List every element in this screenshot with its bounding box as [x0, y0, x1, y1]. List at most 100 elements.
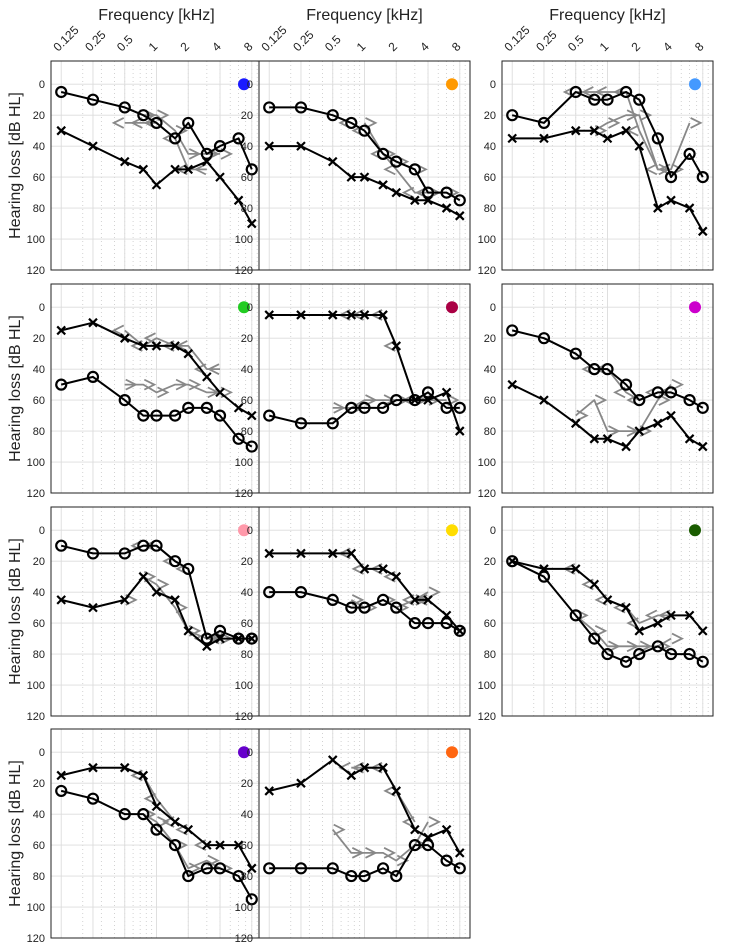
- air-conduction-circle-marker: [294, 862, 308, 875]
- bone-conduction-right-marker: [351, 847, 365, 859]
- x-tick-label: 8: [692, 39, 707, 54]
- bone-conduction-right-marker: [639, 109, 653, 121]
- y-tick-label: 40: [241, 364, 253, 376]
- audiogram-panel: 0 20 40 60 80 100 120: [27, 60, 263, 277]
- panel-color-dot: [446, 524, 458, 537]
- air-conduction-line: [60, 789, 253, 900]
- bone-conduction-right-marker: [428, 816, 442, 828]
- air-conduction-cross-marker: [410, 595, 420, 605]
- bone-conduction-right-marker: [188, 862, 202, 875]
- bone-conduction-right-marker: [157, 578, 170, 591]
- air-conduction-circle-marker: [664, 647, 678, 661]
- air-conduction-cross-marker: [454, 211, 465, 221]
- y-axis-title: Hearing loss [dB HL]: [7, 315, 24, 462]
- y-tick-label: 40: [241, 809, 253, 821]
- bone-conduction-left-marker: [613, 386, 626, 399]
- air-conduction-circle-marker: [294, 417, 308, 430]
- bone-conduction-right-marker: [333, 402, 346, 414]
- air-conduction-cross-marker: [170, 595, 180, 605]
- air-conduction-circle-marker: [200, 632, 213, 645]
- x-tick-label: 4: [660, 39, 675, 54]
- air-conduction-circle-marker: [601, 363, 614, 376]
- x-tick-label: 1: [146, 39, 161, 54]
- air-conduction-circle-marker: [263, 101, 276, 114]
- y-tick-label: 100: [27, 680, 45, 692]
- x-tick-label: 0.25: [533, 27, 560, 54]
- air-conduction-circle-marker: [245, 632, 258, 645]
- air-conduction-circle-marker: [326, 109, 339, 122]
- y-tick-label: 20: [33, 110, 45, 122]
- y-tick-label: 40: [33, 587, 45, 599]
- air-conduction-cross-marker: [264, 310, 275, 320]
- x-tick-label: 1: [597, 39, 612, 54]
- air-conduction-circle-marker: [390, 155, 403, 168]
- air-conduction-circle-marker: [118, 547, 131, 560]
- bone-conduction-right-marker: [365, 394, 378, 406]
- panel-color-dot: [689, 301, 701, 314]
- air-conduction-circle-marker: [408, 163, 421, 176]
- air-conduction-circle-marker: [182, 869, 195, 883]
- air-conduction-cross-marker: [233, 633, 244, 644]
- air-conduction-cross-marker: [391, 341, 402, 351]
- air-conduction-cross-marker: [346, 310, 357, 320]
- air-conduction-cross-marker: [119, 762, 130, 773]
- panel-color-dot: [238, 78, 250, 91]
- x-tick-label: 0.25: [290, 27, 317, 54]
- air-conduction-circle-marker: [86, 370, 100, 383]
- x-tick-label: 0.5: [322, 32, 344, 54]
- air-conduction-cross-marker: [215, 172, 225, 182]
- bone-conduction-line: [124, 383, 220, 394]
- bone-conduction-left-marker: [383, 163, 396, 176]
- air-conduction-cross-marker: [151, 801, 162, 812]
- y-tick-label: 0: [490, 525, 496, 537]
- air-conduction-circle-marker: [651, 640, 664, 653]
- air-conduction-cross-marker: [327, 755, 338, 765]
- air-conduction-cross-marker: [346, 172, 357, 182]
- y-tick-label: 120: [27, 933, 45, 945]
- air-conduction-circle-marker: [232, 132, 245, 145]
- air-conduction-circle-marker: [168, 555, 182, 568]
- air-conduction-circle-marker: [118, 808, 131, 821]
- y-tick-label: 100: [27, 902, 45, 914]
- air-conduction-circle-marker: [696, 655, 709, 668]
- air-conduction-circle-marker: [182, 116, 195, 130]
- air-conduction-cross-marker: [423, 595, 433, 605]
- air-conduction-circle-marker: [55, 85, 68, 99]
- air-conduction-cross-marker: [264, 548, 275, 559]
- x-tick-label: 4: [417, 39, 432, 54]
- bone-conduction-left-marker: [175, 340, 188, 352]
- air-conduction-circle-marker: [421, 617, 435, 630]
- air-conduction-circle-marker: [440, 186, 453, 199]
- air-conduction-cross-marker: [697, 226, 708, 237]
- air-conduction-cross-marker: [653, 618, 663, 628]
- bone-conduction-right-marker: [690, 117, 703, 129]
- y-tick-label: 80: [33, 203, 45, 215]
- air-conduction-circle-marker: [683, 647, 696, 661]
- air-conduction-cross-marker: [88, 317, 98, 328]
- y-tick-label: 20: [241, 110, 253, 122]
- air-conduction-circle-marker: [150, 409, 163, 422]
- audiogram-panel: 0 20 40 60 80 100 120: [27, 728, 263, 945]
- bone-conduction-right-marker: [365, 117, 378, 129]
- y-tick-label: 40: [484, 141, 496, 153]
- y-tick-label: 40: [33, 141, 45, 153]
- y-tick-label: 0: [39, 79, 45, 91]
- y-tick-label: 40: [33, 364, 45, 376]
- y-tick-label: 100: [478, 457, 496, 469]
- air-conduction-cross-marker: [246, 410, 257, 421]
- y-tick-label: 0: [39, 747, 45, 759]
- plot-frame: [501, 283, 714, 494]
- x-axis-title: Frequency [kHz]: [98, 7, 214, 24]
- air-conduction-cross-marker: [183, 824, 194, 835]
- air-conduction-cross-marker: [119, 595, 130, 605]
- y-tick-label: 0: [490, 79, 496, 91]
- plot-frame: [501, 506, 714, 717]
- bone-conduction-left-marker: [207, 363, 220, 375]
- air-conduction-cross-marker: [170, 341, 180, 351]
- bone-conduction-right-marker: [207, 386, 220, 399]
- y-tick-label: 100: [478, 680, 496, 692]
- audiogram-panel: 0 20 40 60 80 100 120: [27, 506, 263, 723]
- x-axis-title: Frequency [kHz]: [549, 7, 665, 24]
- air-conduction-circle-marker: [118, 101, 131, 114]
- audiogram-panel: 0 20 40 60 80 100 120: [235, 506, 471, 723]
